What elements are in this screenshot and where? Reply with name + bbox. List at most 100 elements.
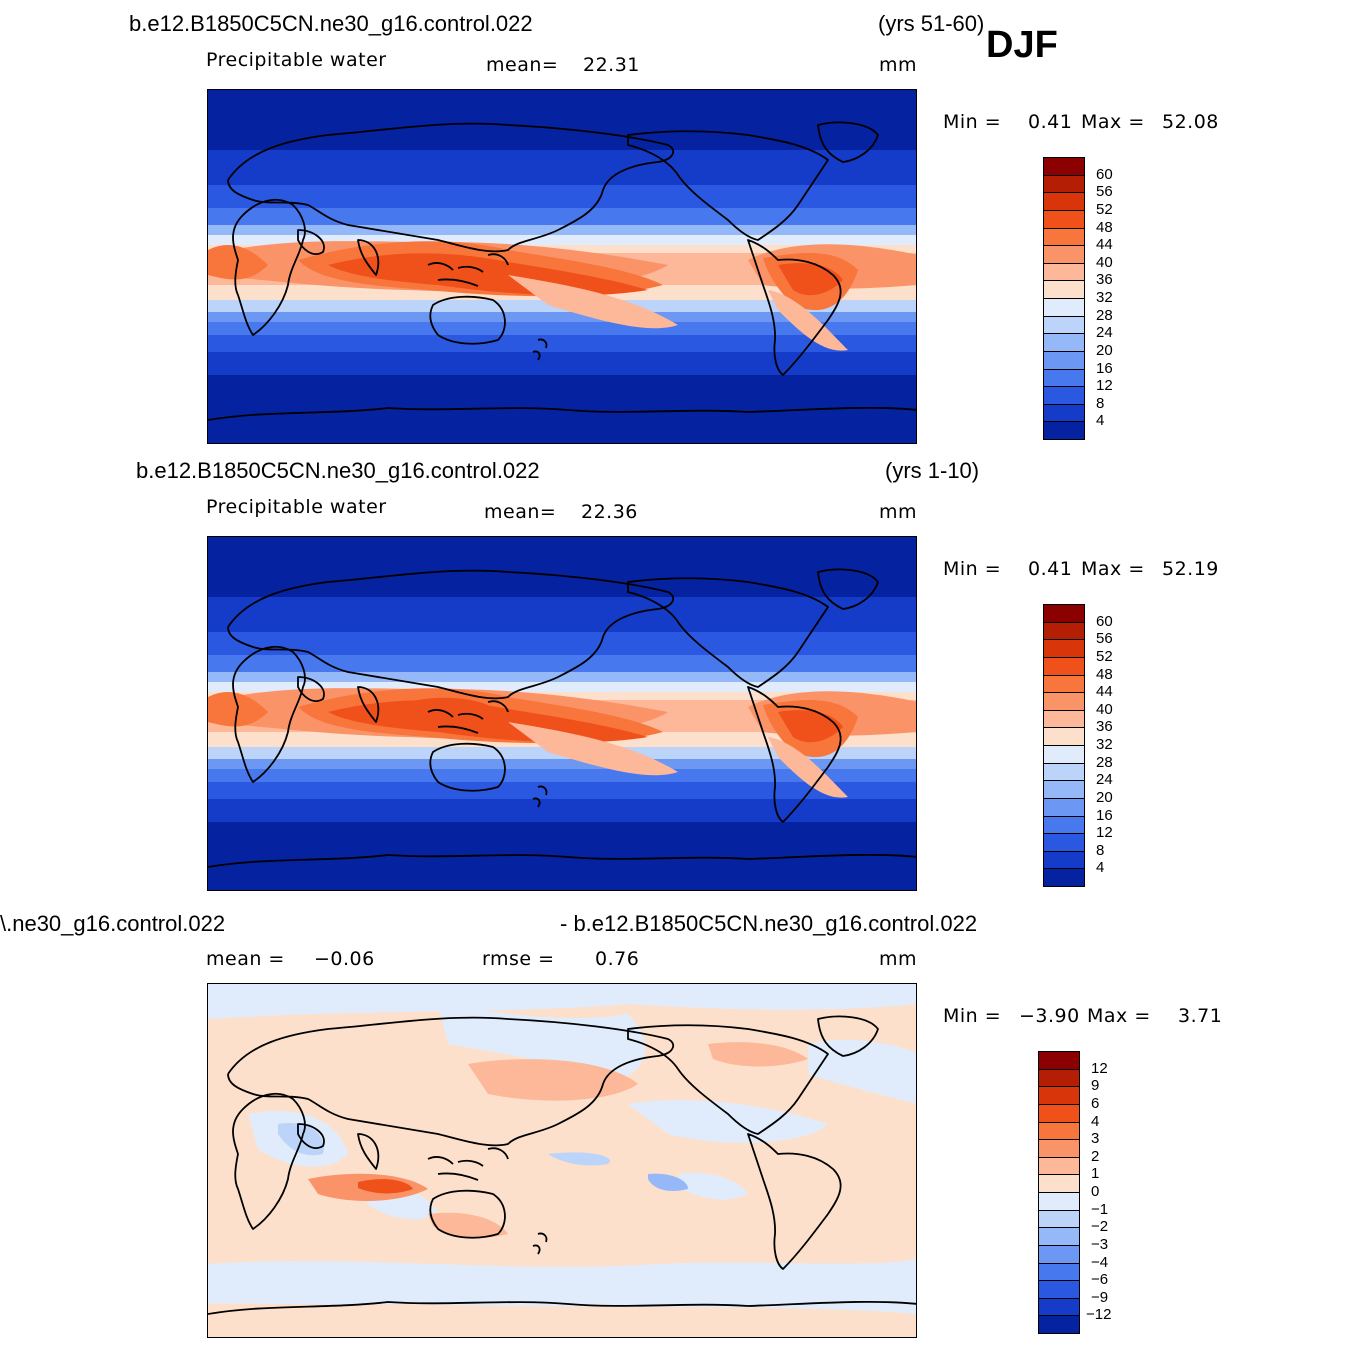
colorbar-tick-label: 4: [1096, 859, 1105, 877]
colorbar-swatch: [1043, 209, 1085, 229]
colorbar-tick-label: 9: [1091, 1077, 1100, 1095]
colorbar-swatch: [1043, 192, 1085, 211]
colorbar-tick-label: 16: [1096, 359, 1113, 377]
colorbar-swatch: [1043, 621, 1085, 641]
colorbar-swatch: [1043, 780, 1085, 799]
colorbar-tick-label: 60: [1096, 612, 1113, 630]
colorbar-swatch: [1043, 639, 1085, 658]
colorbar-tick-label: 24: [1096, 771, 1113, 789]
colorbar-swatch: [1043, 298, 1085, 317]
colorbar-swatch: [1038, 1103, 1080, 1123]
panel3-case-left: \.ne30_g16.control.022: [0, 911, 226, 936]
colorbar-tick-label: 32: [1096, 289, 1113, 306]
colorbar-swatch: [1043, 227, 1085, 247]
panel3-rmse-value: 0.76: [595, 948, 640, 970]
panel1-max-label: Max =: [1081, 111, 1145, 133]
panel3-max-label: Max =: [1087, 1005, 1151, 1027]
colorbar-swatch: [1038, 1068, 1080, 1088]
colorbar-swatch: [1043, 386, 1085, 405]
panel3-min-value: −3.90: [1019, 1005, 1080, 1027]
panel1-mean-value: 22.31: [583, 54, 640, 76]
panel3-max-value: 3.71: [1178, 1005, 1223, 1027]
colorbar-tick-label: 60: [1096, 165, 1113, 183]
colorbar-swatch: [1038, 1156, 1080, 1176]
colorbar-tick-label: 52: [1096, 200, 1113, 218]
colorbar-swatch: [1038, 1209, 1080, 1229]
colorbar-tick-label: 28: [1096, 753, 1113, 771]
panel3-mean-label: mean =: [206, 948, 285, 970]
panel2-mean-value: 22.36: [581, 501, 638, 523]
panel1-max-value: 52.08: [1162, 111, 1219, 133]
panel1-variable: Precipitable water: [206, 49, 387, 71]
panel3-units: mm: [879, 948, 918, 970]
colorbar-swatch: [1043, 745, 1085, 764]
colorbar-swatch: [1038, 1297, 1080, 1317]
colorbar-swatch: [1038, 1262, 1080, 1282]
colorbar-swatch: [1043, 157, 1085, 176]
panel2-min-label: Min =: [943, 558, 1002, 580]
colorbar-tick-label: 1: [1091, 1165, 1100, 1183]
colorbar-tick-label: 8: [1096, 394, 1105, 412]
colorbar-swatch: [1043, 727, 1085, 746]
panel2-case-title: b.e12.B1850C5CN.ne30_g16.control.022: [136, 458, 540, 483]
colorbar-tick-label: −3: [1091, 1235, 1109, 1253]
colorbar-swatch: [1043, 174, 1085, 194]
colorbar-tick-label: 52: [1096, 647, 1113, 665]
colorbar-tick-label: −2: [1091, 1218, 1109, 1236]
colorbar-swatch: [1043, 797, 1085, 817]
colorbar-swatch: [1043, 368, 1085, 388]
colorbar-swatch: [1043, 815, 1085, 835]
panel1-colorbar: 60 56 52 48 44 40 36 32 28 24 20 16 12 8 4: [1043, 157, 1143, 440]
panel3-rmse-label: rmse =: [482, 948, 555, 970]
colorbar-tick-label: 36: [1096, 271, 1113, 289]
panel3-mean-value: −0.06: [314, 948, 375, 970]
colorbar-swatch: [1038, 1121, 1080, 1141]
colorbar-swatch: [1043, 709, 1085, 729]
panel2-max-label: Max =: [1081, 558, 1145, 580]
colorbar-swatch: [1043, 421, 1085, 440]
colorbar-tick-label: 12: [1091, 1059, 1108, 1077]
colorbar-swatch: [1043, 692, 1085, 711]
colorbar-tick-label: 56: [1096, 183, 1113, 201]
panel2-variable: Precipitable water: [206, 496, 387, 518]
colorbar-tick-label: 16: [1096, 806, 1113, 824]
panel3-map: [207, 983, 917, 1338]
panel2-colorbar: 60 56 52 48 44 40 36 32 28 24 20 16 12 8 4: [1043, 604, 1143, 887]
colorbar-swatch: [1043, 674, 1085, 694]
colorbar-tick-label: 6: [1091, 1094, 1100, 1112]
panel3-colorbar: 12 9 6 4 3 2 1 0 −1 −2 −3 −4 −6 −9 −12: [1038, 1051, 1138, 1334]
colorbar-tick-label: 40: [1096, 253, 1113, 271]
panel2-max-value: 52.19: [1162, 558, 1219, 580]
panel2-mean-label: mean=: [484, 501, 557, 523]
panel1-min-label: Min =: [943, 111, 1002, 133]
colorbar-swatch: [1043, 762, 1085, 782]
colorbar-tick-label: −6: [1091, 1271, 1109, 1289]
colorbar-tick-label: 3: [1091, 1130, 1100, 1148]
colorbar-tick-label: −12: [1086, 1306, 1112, 1324]
colorbar-tick-label: −9: [1091, 1288, 1109, 1306]
panel2-years: (yrs 1-10): [885, 458, 980, 483]
colorbar-swatch: [1043, 604, 1085, 623]
colorbar-swatch: [1043, 350, 1085, 370]
colorbar-swatch: [1043, 262, 1085, 282]
panel1-years: (yrs 51-60): [878, 11, 985, 36]
colorbar-tick-label: 32: [1096, 736, 1113, 753]
colorbar-tick-label: 4: [1091, 1112, 1100, 1130]
colorbar-tick-label: 4: [1096, 412, 1105, 430]
colorbar-swatch: [1043, 656, 1085, 676]
colorbar-swatch: [1043, 333, 1085, 352]
panel3-case-right: - b.e12.B1850C5CN.ne30_g16.control.022: [560, 911, 978, 936]
colorbar-swatch: [1038, 1051, 1080, 1070]
colorbar-tick-label: 20: [1096, 788, 1113, 806]
colorbar-swatch: [1038, 1244, 1080, 1264]
panel2-units: mm: [879, 501, 918, 523]
colorbar-tick-label: 36: [1096, 718, 1113, 736]
panel3-min-label: Min =: [943, 1005, 1002, 1027]
colorbar-swatch: [1038, 1315, 1080, 1334]
colorbar-swatch: [1043, 280, 1085, 299]
colorbar-tick-label: 56: [1096, 630, 1113, 648]
colorbar-swatch: [1038, 1280, 1080, 1299]
season-label: DJF: [986, 24, 1058, 66]
colorbar-swatch: [1043, 868, 1085, 887]
panel2-map: [207, 536, 917, 891]
